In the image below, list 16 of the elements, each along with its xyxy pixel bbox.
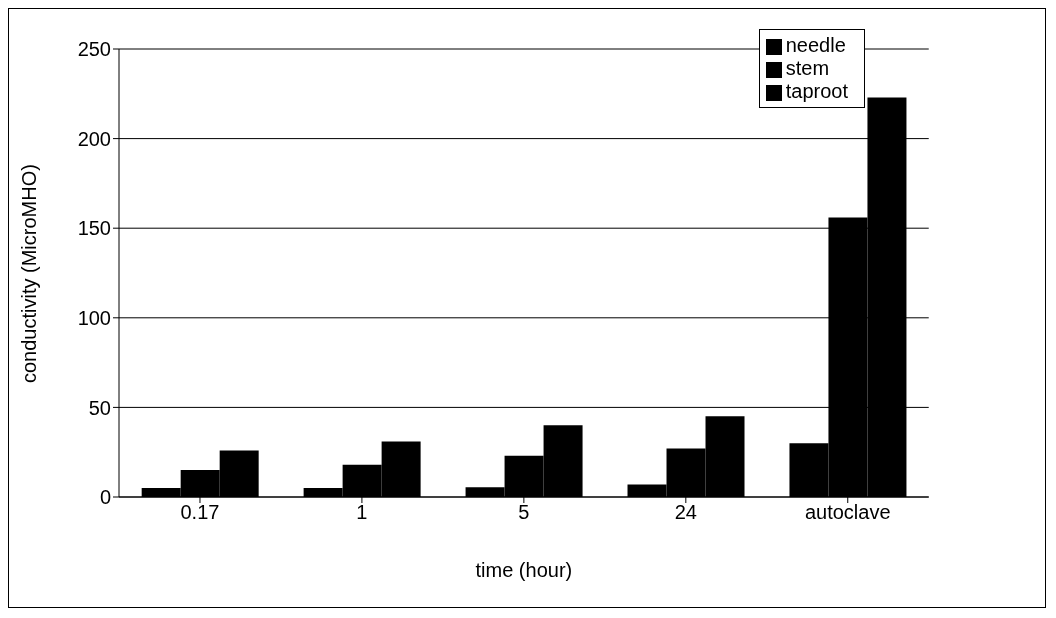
- y-tick-label: 100: [77, 306, 111, 329]
- x-tick-label: 5: [518, 501, 530, 524]
- x-tick-label: 24: [674, 501, 697, 524]
- x-tick-label: autoclave: [804, 501, 891, 524]
- y-axis-title: conductivity (MicroMHO): [18, 164, 41, 383]
- x-tick-label: 1: [356, 501, 368, 524]
- legend-label: stem: [785, 57, 830, 79]
- y-tick-label: 250: [77, 38, 111, 61]
- y-tick-label: 200: [77, 127, 111, 150]
- y-tick-label: 50: [88, 396, 111, 419]
- x-axis-title: time (hour): [475, 559, 573, 581]
- y-tick-label: 150: [77, 217, 111, 240]
- y-tick-label: 0: [99, 486, 111, 509]
- legend-label: taproot: [785, 80, 848, 102]
- legend-label: needle: [785, 34, 846, 56]
- x-tick-label: 0.17: [180, 501, 220, 524]
